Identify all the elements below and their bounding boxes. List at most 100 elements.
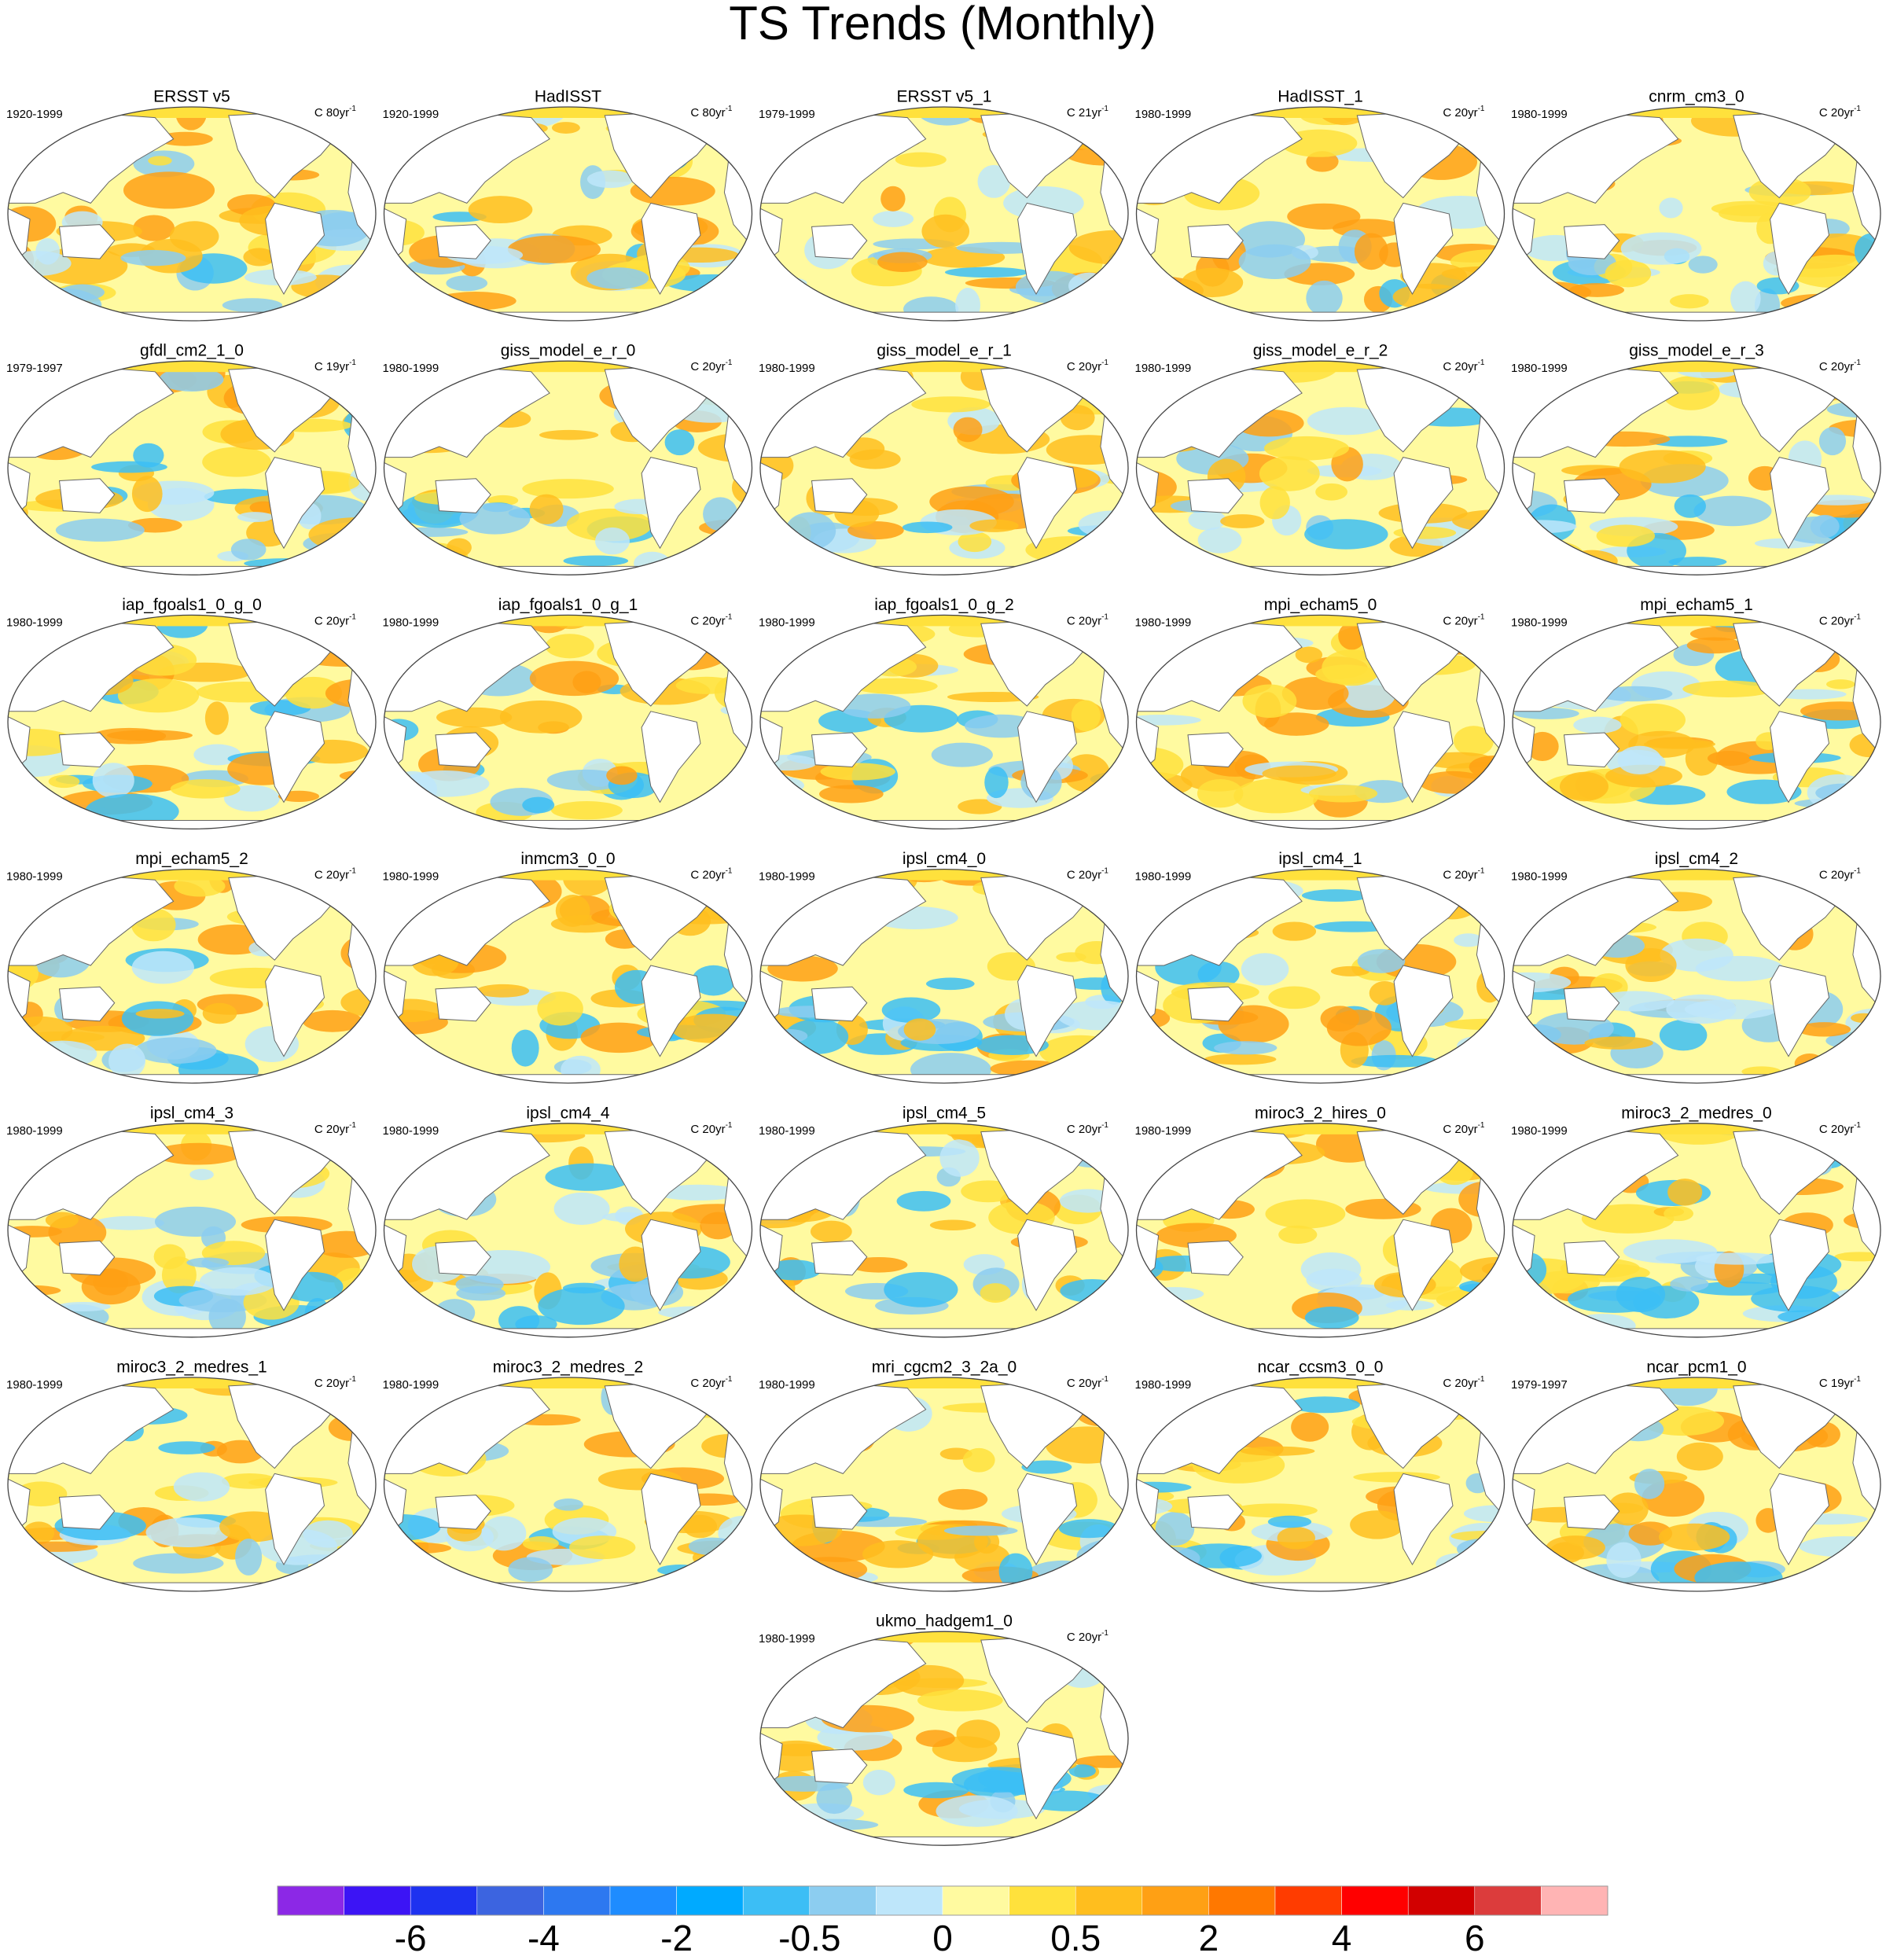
panel-units: C 20yr-1 [1443,1120,1485,1135]
map-panel: ipsl_cm4_1 1980-1999 C 20yr-1 [1135,850,1505,1084]
units-superscript: -1 [1478,866,1485,875]
trend-patch [1625,948,1677,983]
trend-patch [939,1139,980,1177]
panel-units: C 20yr-1 [690,1120,733,1135]
trend-patch [384,301,476,313]
trend-patch [133,443,164,468]
trend-patch [302,1009,363,1032]
trend-patch [655,1184,742,1201]
trend-patch [938,1488,988,1510]
trend-patch [8,251,72,277]
trend-patch [1136,715,1201,726]
trend-patch [1670,1276,1709,1292]
trend-patch [384,998,444,1023]
trend-patch [566,508,653,542]
trend-patch [1513,1046,1558,1079]
trend-patch [154,1142,242,1165]
trend-patch [1308,785,1378,803]
panel-title: HadISST_1 [1278,88,1363,106]
trend-patch [1136,1316,1160,1333]
trend-patch [8,1285,61,1296]
panel-period: 1980-1999 [1135,1124,1192,1138]
trend-patch [56,1301,111,1311]
trend-patch [1696,1252,1781,1265]
trend-patch [537,991,583,1026]
trend-patch [594,527,631,555]
trend-patch [1454,726,1494,756]
trend-patch [1469,756,1505,779]
units-text: C 21yr [1067,106,1101,120]
panel-title: ipsl_cm4_1 [1278,850,1362,868]
trend-patch [108,1043,145,1079]
trend-patch [671,1013,752,1043]
land [1513,311,1880,321]
trend-patch [760,774,805,796]
trend-patch [760,803,812,823]
land [435,478,491,513]
trend-patch [1826,679,1855,689]
land [1393,202,1454,296]
trend-patch [538,1287,625,1326]
map-panel: miroc3_2_hires_0 1980-1999 C 20yr-1 [1135,1104,1505,1338]
units-text: C 20yr [314,614,349,627]
trend-patch [1597,686,1673,702]
land [435,1495,491,1530]
map-border [759,614,1129,830]
panel-title: HadISST [535,88,601,106]
trend-patch [1259,486,1290,520]
land [384,1582,752,1591]
land [1393,711,1454,803]
map-border [1135,360,1505,575]
map-border [7,360,377,575]
trend-patch [48,774,80,789]
trend-patch [384,1533,410,1568]
trend-patch [760,754,818,771]
land [1393,965,1454,1057]
trend-patch [1620,232,1702,265]
colorbar-label: -6 [395,1918,427,1958]
trend-patch [545,634,594,659]
land [435,1240,491,1276]
units-superscript: -1 [1101,1629,1108,1638]
map-field [1513,869,1880,1083]
map-field [760,1123,1128,1337]
land [760,565,1128,575]
trend-patch [1778,1310,1836,1324]
trend-patch [1454,933,1483,947]
panel-title: ipsl_cm4_5 [903,1104,986,1122]
panel-title: ipsl_cm4_3 [150,1104,233,1122]
trend-patch [1643,739,1715,749]
map-panel: miroc3_2_medres_2 1980-1999 C 20yr-1 [383,1359,753,1592]
map-field [1136,1123,1505,1337]
colorbar-frame [277,1885,1608,1916]
trend-patch [434,1299,476,1327]
land [384,311,752,321]
land [435,986,491,1022]
panel-units: C 80yr-1 [314,105,357,120]
panel-units: C 20yr-1 [690,866,733,881]
map-field [8,107,376,321]
panel-units: C 20yr-1 [1067,612,1109,627]
map-border [759,868,1129,1084]
trend-patch [1566,550,1618,572]
land [265,457,325,550]
trend-patch [767,1259,822,1281]
trend-patch [222,298,283,313]
trend-patch [285,676,343,709]
map-border [7,1123,377,1338]
map-field [8,1377,376,1591]
trend-patch [1693,495,1772,527]
map-panel: ipsl_cm4_3 1980-1999 C 20yr-1 [6,1104,377,1338]
trend-patch [896,1190,951,1212]
units-superscript: -1 [726,105,733,113]
colorbar-label: 6 [1465,1918,1485,1958]
units-superscript: -1 [1854,866,1861,875]
trend-patch [737,1315,752,1331]
land [641,457,701,550]
trend-patch [1596,524,1656,547]
map-panel: mpi_echam5_1 1980-1999 C 20yr-1 [1511,596,1881,830]
map-border [1512,106,1881,322]
colorbar-box [1009,1885,1076,1916]
units-text: C 20yr [1819,1123,1854,1136]
